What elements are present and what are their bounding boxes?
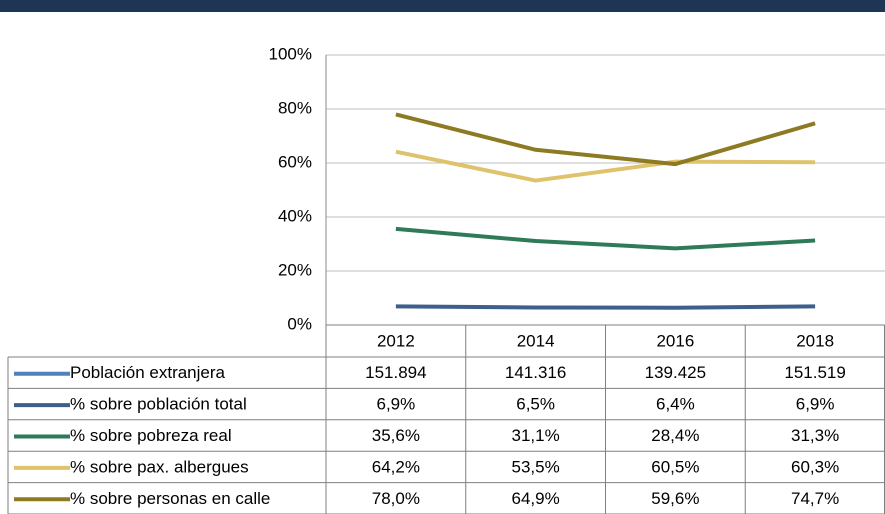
legend-label: % sobre personas en calle <box>70 489 270 508</box>
legend-label: % sobre pax. albergues <box>70 457 249 476</box>
table-cell: 141.316 <box>505 363 566 382</box>
y-tick-label: 0% <box>287 314 312 333</box>
table-cell: 28,4% <box>651 426 699 445</box>
table-cell: 53,5% <box>512 457 560 476</box>
x-tick-label: 2016 <box>656 331 694 350</box>
x-tick-label: 2012 <box>377 331 415 350</box>
table-cell: 6,9% <box>796 395 835 414</box>
y-tick-label: 100% <box>269 44 312 63</box>
y-tick-label: 80% <box>278 98 312 117</box>
table-cell: 151.894 <box>365 363 426 382</box>
legend-label: Población extranjera <box>70 363 226 382</box>
series-line <box>395 112 816 167</box>
x-tick-label: 2014 <box>517 331 555 350</box>
y-tick-label: 20% <box>278 260 312 279</box>
y-tick-label: 40% <box>278 206 312 225</box>
top-bar <box>0 0 885 12</box>
legend-label: % sobre población total <box>70 395 247 414</box>
table-cell: 64,9% <box>512 489 560 508</box>
series-line <box>395 149 816 183</box>
series-line <box>395 226 816 251</box>
table-cell: 35,6% <box>372 426 420 445</box>
table-cell: 139.425 <box>645 363 706 382</box>
table-cell: 74,7% <box>791 489 839 508</box>
table-cell: 78,0% <box>372 489 420 508</box>
table-cell: 6,5% <box>516 395 555 414</box>
table-cell: 6,9% <box>377 395 416 414</box>
series-line <box>395 304 816 310</box>
table-cell: 151.519 <box>784 363 845 382</box>
table-cell: 6,4% <box>656 395 695 414</box>
table-cell: 31,3% <box>791 426 839 445</box>
y-tick-label: 60% <box>278 152 312 171</box>
table-cell: 31,1% <box>512 426 560 445</box>
table-cell: 60,3% <box>791 457 839 476</box>
legend-label: % sobre pobreza real <box>70 426 232 445</box>
table-cell: 64,2% <box>372 457 420 476</box>
x-tick-label: 2018 <box>796 331 834 350</box>
table-cell: 60,5% <box>651 457 699 476</box>
table-cell: 59,6% <box>651 489 699 508</box>
